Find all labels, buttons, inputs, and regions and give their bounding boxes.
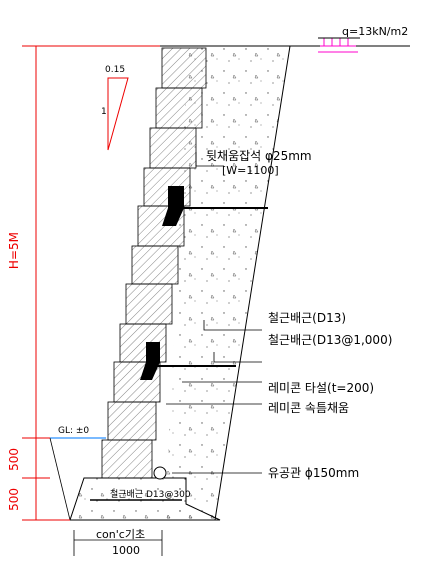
backfill-boundary <box>214 45 291 521</box>
drain-pipe-icon <box>153 466 167 480</box>
surcharge-load-arrows <box>318 38 358 53</box>
slope-horizontal-label: 0.15 <box>105 65 126 75</box>
gl-label: GL: ±0 <box>58 426 90 436</box>
block-stack <box>101 47 207 479</box>
footing-rebar-label: 철근배근 D13@300 <box>110 490 191 500</box>
slope-vertical-label: 1 <box>101 107 107 117</box>
pipe-label: 유공관 ϕ150mm <box>268 466 360 480</box>
leader-lines <box>166 152 262 474</box>
concrete-fill-label: 레미콘 속틈채움 <box>268 401 350 415</box>
concrete-infill <box>140 186 184 380</box>
backfill-sub: [W=1100] <box>222 164 279 177</box>
footing-label: con'c기초 <box>96 528 146 541</box>
height-label: H=5M <box>7 232 21 270</box>
rebar-label-2: 철근배근(D13@1,000) <box>268 333 393 347</box>
slope-triangle <box>107 77 129 151</box>
load-label: q=13kN/m2 <box>342 25 409 38</box>
concrete-label: 레미콘 타설(t=200) <box>268 381 375 395</box>
gl-slope <box>49 437 71 521</box>
dim-500-top: 500 <box>7 448 21 471</box>
rebar-label-1: 철근배근(D13) <box>268 311 347 325</box>
backfill-label: 뒷채움잡석 φ25mm <box>206 149 312 163</box>
concrete-footing <box>69 477 221 521</box>
height-dimension <box>22 46 70 521</box>
footing-width-label: 1000 <box>112 544 140 557</box>
dim-500-bottom: 500 <box>7 488 21 511</box>
footing-width-dimension <box>73 530 163 556</box>
